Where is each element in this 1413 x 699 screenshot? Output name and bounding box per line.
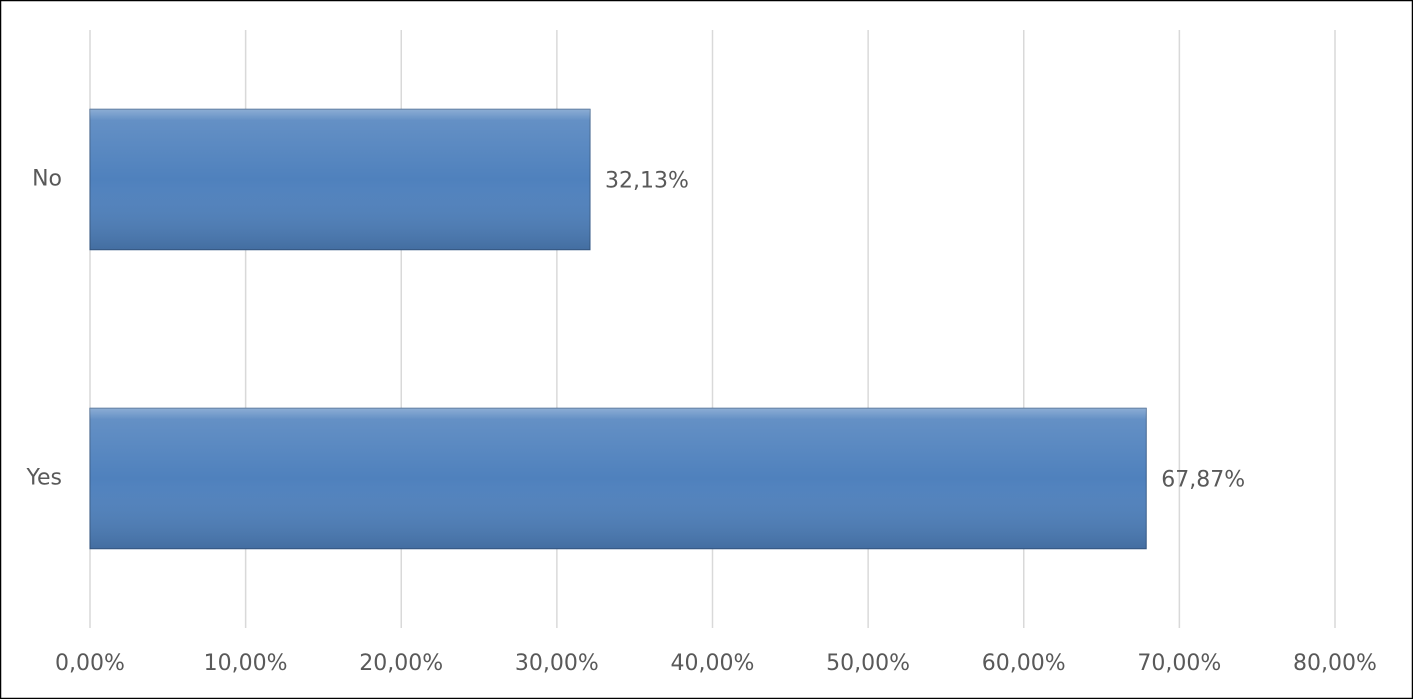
bar: [89, 108, 591, 251]
y-tick-label: No: [32, 167, 62, 192]
x-tick-label: 70,00%: [1137, 651, 1221, 676]
x-tick-label: 0,00%: [55, 651, 125, 676]
data-label: 67,87%: [1161, 468, 1245, 493]
x-tick-label: 30,00%: [515, 651, 599, 676]
x-tick-label: 20,00%: [359, 651, 443, 676]
x-tick-label: 50,00%: [826, 651, 910, 676]
data-label: 32,13%: [605, 169, 689, 194]
x-tick-label: 10,00%: [204, 651, 288, 676]
bar: [89, 407, 1147, 550]
y-tick-label: Yes: [25, 466, 62, 491]
x-tick-label: 40,00%: [671, 651, 755, 676]
x-tick-label: 80,00%: [1293, 651, 1377, 676]
x-tick-label: 60,00%: [982, 651, 1066, 676]
